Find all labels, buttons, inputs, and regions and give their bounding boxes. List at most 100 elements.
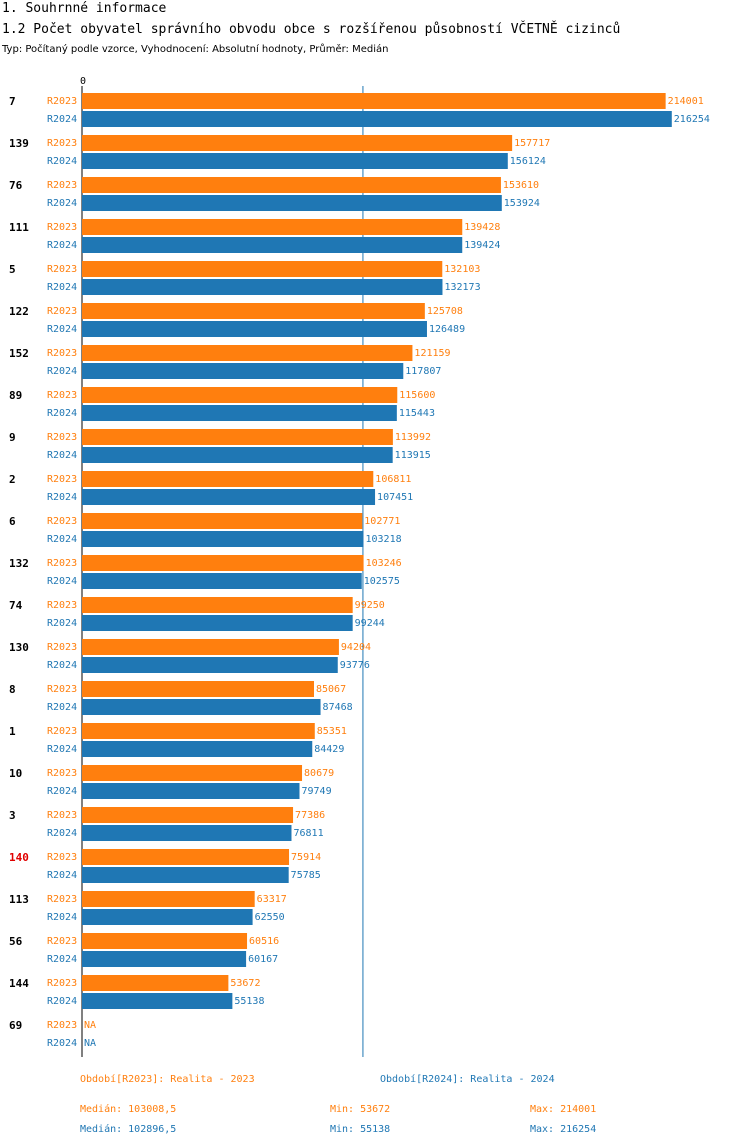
- series-label: R2023: [47, 1020, 77, 1031]
- series-label: R2023: [47, 642, 77, 653]
- series-label: R2023: [47, 180, 77, 191]
- series-label: R2023: [47, 726, 77, 737]
- value-label: 84429: [314, 744, 344, 755]
- bar: [82, 807, 294, 823]
- category-label: 56: [9, 935, 23, 948]
- series-label: R2024: [47, 954, 77, 965]
- value-label: 113915: [395, 450, 431, 461]
- series-label: R2023: [47, 684, 77, 695]
- value-label: 139424: [464, 240, 500, 251]
- value-label: 63317: [257, 894, 287, 905]
- series-label: R2024: [47, 786, 77, 797]
- bar: [82, 783, 300, 799]
- legend-r2023: Období[R2023]: Realita - 2023: [80, 1074, 255, 1085]
- category-label: 113: [9, 893, 29, 906]
- value-label: 75785: [291, 870, 321, 881]
- bar: [82, 639, 339, 655]
- bar: [82, 237, 463, 253]
- x-axis-tick-label: 0: [80, 76, 86, 87]
- bar: [82, 513, 363, 529]
- series-label: R2024: [47, 744, 77, 755]
- category-label: 74: [9, 599, 23, 612]
- series-label: R2023: [47, 390, 77, 401]
- category-label: 130: [9, 641, 29, 654]
- category-label: 2: [9, 473, 16, 486]
- category-label: 7: [9, 95, 16, 108]
- value-label: 55138: [234, 996, 264, 1007]
- category-label: 111: [9, 221, 29, 234]
- bar: [82, 279, 443, 295]
- category-label: 132: [9, 557, 29, 570]
- category-label: 140: [9, 851, 29, 864]
- bar: [82, 615, 353, 631]
- value-label: 62550: [255, 912, 285, 923]
- bar: [82, 447, 393, 463]
- median-r2023: Medián: 103008,5: [80, 1104, 177, 1115]
- bar: [82, 867, 289, 883]
- value-label: 125708: [427, 306, 463, 317]
- category-label: 89: [9, 389, 22, 402]
- series-label: R2024: [47, 870, 77, 881]
- series-label: R2023: [47, 264, 77, 275]
- series-label: R2024: [47, 996, 77, 1007]
- bar: [82, 93, 666, 109]
- category-label: 1: [9, 725, 16, 738]
- bar: [82, 135, 513, 151]
- bar: [82, 177, 501, 193]
- value-label: 53672: [230, 978, 260, 989]
- value-label: 79749: [301, 786, 331, 797]
- series-label: R2023: [47, 936, 77, 947]
- value-label: 139428: [464, 222, 500, 233]
- category-label: 6: [9, 515, 16, 528]
- value-label: 99250: [355, 600, 385, 611]
- series-label: R2023: [47, 558, 77, 569]
- series-label: R2024: [47, 408, 77, 419]
- series-label: R2024: [47, 114, 77, 125]
- bar: [82, 111, 672, 127]
- value-label: 115600: [399, 390, 435, 401]
- value-label: 153924: [504, 198, 540, 209]
- value-label: 77386: [295, 810, 325, 821]
- bar: [82, 261, 443, 277]
- value-label: 132173: [444, 282, 480, 293]
- chart-title: 1.2 Počet obyvatel správního obvodu obce…: [2, 22, 621, 37]
- bar: [82, 765, 303, 781]
- value-label: 76811: [293, 828, 323, 839]
- bar: [82, 303, 425, 319]
- series-label: R2023: [47, 810, 77, 821]
- value-label: 99244: [355, 618, 385, 629]
- section-heading: 1. Souhrnné informace: [2, 1, 167, 16]
- min-r2024: Min: 55138: [330, 1124, 391, 1135]
- value-label: 126489: [429, 324, 465, 335]
- category-label: 9: [9, 431, 16, 444]
- bar: [82, 555, 364, 571]
- bar: [82, 597, 353, 613]
- series-label: R2023: [47, 894, 77, 905]
- value-label: 106811: [375, 474, 411, 485]
- bar: [82, 933, 248, 949]
- max-r2023: Max: 214001: [530, 1104, 597, 1115]
- bar: [82, 387, 398, 403]
- bar: [82, 975, 229, 991]
- series-label: R2024: [47, 450, 77, 461]
- min-r2023: Min: 53672: [330, 1104, 391, 1115]
- chart-subtitle: Typ: Počítaný podle vzorce, Vyhodnocení:…: [2, 44, 389, 55]
- value-label: 94204: [341, 642, 371, 653]
- value-label: 156124: [510, 156, 546, 167]
- bar: [82, 195, 502, 211]
- series-label: R2024: [47, 576, 77, 587]
- series-label: R2024: [47, 324, 77, 335]
- bar: [82, 741, 313, 757]
- series-label: R2023: [47, 306, 77, 317]
- max-r2024: Max: 216254: [530, 1124, 597, 1135]
- series-label: R2024: [47, 198, 77, 209]
- bar: [82, 657, 338, 673]
- value-label: 75914: [291, 852, 321, 863]
- value-label: 216254: [674, 114, 710, 125]
- value-label: 85351: [317, 726, 347, 737]
- value-label: 80679: [304, 768, 334, 779]
- category-label: 5: [9, 263, 16, 276]
- series-label: R2024: [47, 156, 77, 167]
- value-label: 107451: [377, 492, 413, 503]
